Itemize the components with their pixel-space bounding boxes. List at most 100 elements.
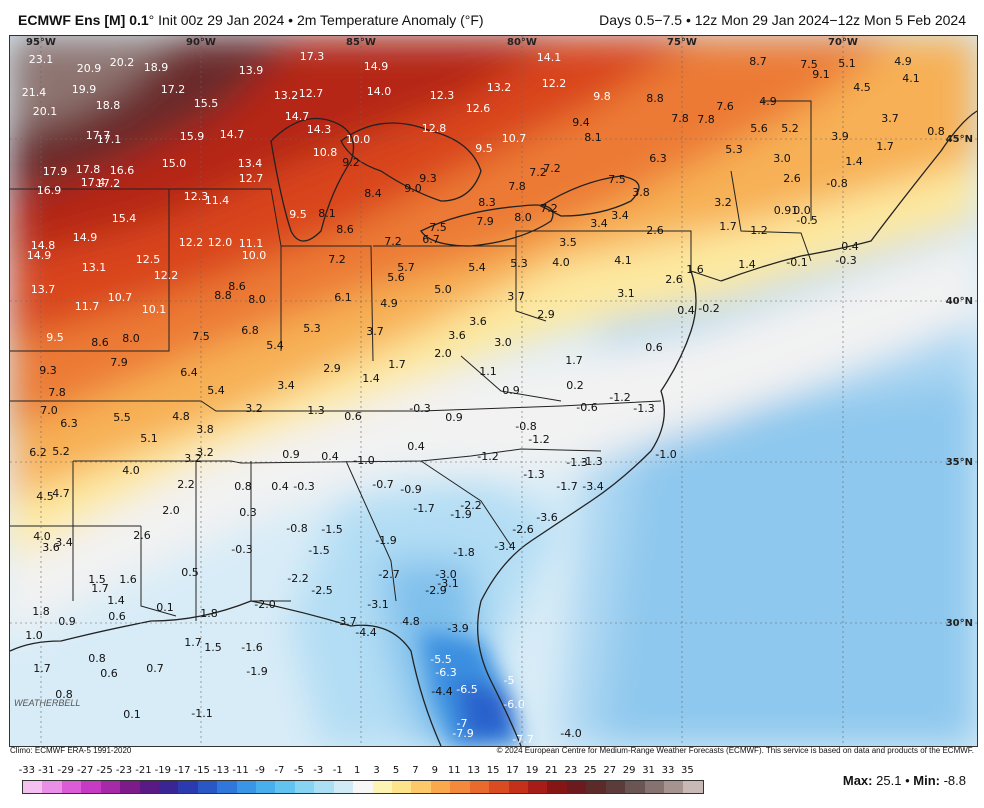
anomaly-value-label: 8.6 — [228, 280, 246, 293]
anomaly-value-label: -3.7 — [335, 615, 356, 628]
anomaly-value-label: 7.0 — [40, 404, 58, 417]
anomaly-value-label: -0.9 — [400, 483, 421, 496]
colorbar-tick: -21 — [135, 765, 152, 776]
anomaly-value-label: 1.4 — [107, 594, 125, 607]
anomaly-value-label: 17.3 — [300, 50, 325, 63]
anomaly-value-label: 10.0 — [242, 249, 267, 262]
anomaly-value-label: -2.5 — [311, 584, 332, 597]
anomaly-value-label: 14.7 — [285, 110, 310, 123]
anomaly-value-label: 3.2 — [184, 452, 202, 465]
anomaly-value-label: -3.6 — [536, 511, 557, 524]
anomaly-value-label: -1.7 — [413, 502, 434, 515]
colorbar-tick: -29 — [57, 765, 74, 776]
anomaly-value-label: 9.4 — [572, 116, 590, 129]
min-label: Min: — [913, 773, 940, 788]
longitude-label: 85°W — [346, 37, 376, 48]
temperature-anomaly-map[interactable]: 95°W 90°W 85°W 80°W 75°W 70°W 45°N 40°N 35°N 30°N… — [9, 35, 978, 747]
anomaly-value-label: 7.2 — [384, 235, 402, 248]
colorbar-swatch — [100, 781, 121, 793]
climo-note: Climo: ECMWF ERA-5 1991-2020 — [10, 746, 132, 755]
anomaly-value-label: -0.1 — [786, 256, 807, 269]
anomaly-value-label: 1.4 — [738, 258, 756, 271]
anomaly-value-label: 1.7 — [388, 358, 406, 371]
max-min-readout: Max: 25.1 • Min: -8.8 — [843, 773, 966, 788]
anomaly-value-label: 13.2 — [274, 89, 299, 102]
anomaly-value-label: 14.9 — [73, 231, 98, 244]
anomaly-value-label: -3.0 — [435, 568, 456, 581]
anomaly-value-label: 20.1 — [33, 105, 58, 118]
colorbar-tick: 21 — [545, 765, 558, 776]
anomaly-value-label: 4.0 — [33, 530, 51, 543]
min-value: -8.8 — [943, 773, 966, 788]
anomaly-value-label: 8.0 — [122, 332, 140, 345]
colorbar-swatch — [586, 781, 606, 793]
anomaly-value-label: -2.0 — [254, 598, 275, 611]
colorbar-swatch — [411, 781, 431, 793]
anomaly-value-label: -5 — [504, 674, 515, 687]
anomaly-value-label: 1.4 — [362, 372, 380, 385]
colorbar-swatch — [61, 781, 82, 793]
colorbar-swatch — [469, 781, 490, 793]
colorbar-tick: 29 — [622, 765, 636, 776]
anomaly-value-label: -1.9 — [450, 508, 471, 521]
anomaly-value-label: 7.5 — [192, 330, 210, 343]
anomaly-value-label: 8.0 — [514, 211, 532, 224]
map-title: ECMWF Ens [M] 0.1° Init 00z 29 Jan 2024 … — [18, 12, 484, 28]
anomaly-value-label: 7.2 — [529, 166, 547, 179]
anomaly-value-label: 0.4 — [271, 480, 289, 493]
colorbar-tick: -23 — [115, 765, 133, 776]
colorbar-swatch — [158, 781, 179, 793]
colorbar-swatch — [625, 781, 645, 793]
anomaly-value-label: 5.7 — [397, 261, 415, 274]
anomaly-value-label: 4.9 — [380, 297, 398, 310]
header-bar: ECMWF Ens [M] 0.1° Init 00z 29 Jan 2024 … — [0, 0, 984, 36]
anomaly-value-label: 12.2 — [154, 269, 179, 282]
anomaly-value-label: 2.0 — [162, 504, 180, 517]
anomaly-value-label: 1.7 — [719, 220, 737, 233]
colorbar-tick: 19 — [525, 765, 539, 776]
weatherbell-logo: WEATHERBELL — [14, 698, 81, 708]
colorbar-swatch — [197, 781, 218, 793]
colorbar-swatch — [236, 781, 257, 793]
anomaly-value-label: 9.3 — [419, 172, 437, 185]
longitude-label: 80°W — [507, 37, 537, 48]
colorbar-tick: 17 — [506, 765, 519, 776]
anomaly-value-label: 3.0 — [773, 152, 791, 165]
anomaly-value-label: 0.5 — [181, 566, 199, 579]
anomaly-value-label: 0.6 — [645, 341, 663, 354]
anomaly-value-label: -1.9 — [246, 665, 267, 678]
anomaly-value-label: 4.8 — [172, 410, 190, 423]
colorbar-tick: -25 — [96, 765, 113, 776]
colorbar-tick: 15 — [486, 765, 500, 776]
colorbar-swatch — [314, 781, 334, 793]
anomaly-value-label: -1.2 — [528, 433, 549, 446]
anomaly-value-label: 17.2 — [96, 177, 121, 190]
florida-core — [421, 631, 521, 746]
anomaly-value-label: 12.0 — [208, 236, 233, 249]
anomaly-value-label: 1.7 — [876, 140, 894, 153]
anomaly-value-label: 12.2 — [542, 77, 567, 90]
anomaly-value-label: -6.0 — [503, 698, 524, 711]
colorbar-tick: -15 — [193, 765, 210, 776]
anomaly-value-label: 4.5 — [853, 81, 871, 94]
anomaly-value-label: 17.2 — [161, 83, 186, 96]
colorbar-swatch — [353, 781, 373, 793]
anomaly-value-label: 3.9 — [831, 130, 849, 143]
colorbar-swatch — [275, 781, 295, 793]
anomaly-value-label: -1.3 — [523, 468, 544, 481]
anomaly-value-label: 8.3 — [478, 196, 496, 209]
footer: Climo: ECMWF ERA-5 1991-2020 © 2024 Euro… — [0, 745, 984, 808]
anomaly-value-label: 7.8 — [697, 113, 715, 126]
anomaly-value-label: 1.8 — [32, 605, 50, 618]
anomaly-value-label: 23.1 — [29, 53, 54, 66]
anomaly-value-label: -1.2 — [609, 391, 630, 404]
anomaly-value-label: 5.3 — [725, 143, 743, 156]
colorbar-tick: -13 — [212, 765, 230, 776]
anomaly-value-label: 7.5 — [429, 221, 447, 234]
anomaly-value-label: 0.8 — [55, 688, 73, 701]
coastlines — [10, 110, 977, 746]
anomaly-value-label: 1.0 — [25, 629, 43, 642]
anomaly-value-label: 15.9 — [180, 130, 205, 143]
colorbar-swatch — [42, 781, 62, 793]
colorbar-tick: 33 — [661, 765, 675, 776]
